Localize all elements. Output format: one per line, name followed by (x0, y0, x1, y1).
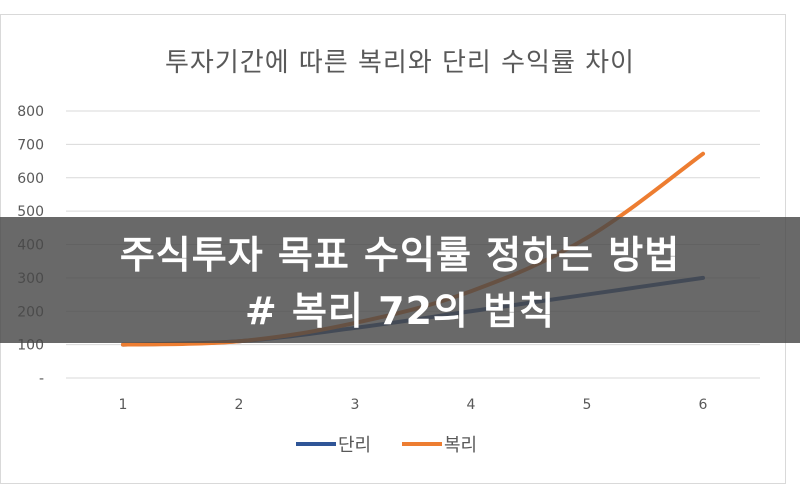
y-tick-label: 500 (17, 204, 44, 220)
legend-label-compound: 복리 (444, 435, 478, 456)
banner-headline: 주식투자 목표 수익률 정하는 방법 (119, 233, 681, 277)
x-tick-label: 6 (699, 397, 708, 413)
legend-item-compound: 복리 (402, 431, 477, 457)
legend-item-simple: 단리 (296, 431, 371, 457)
legend-swatch-simple (296, 442, 336, 446)
y-tick-label: 800 (17, 104, 44, 120)
x-tick-label: 5 (583, 397, 592, 413)
x-tick-label: 3 (351, 397, 360, 413)
x-tick-label: 1 (119, 397, 128, 413)
title-banner (0, 217, 800, 343)
x-tick-label: 2 (235, 397, 244, 413)
y-tick-label: 600 (17, 171, 44, 187)
y-tick-label: 700 (17, 137, 44, 153)
x-tick-label: 4 (467, 397, 476, 413)
chart-legend: 단리 복리 (0, 431, 800, 459)
legend-swatch-compound (402, 442, 442, 446)
legend-label-simple: 단리 (338, 435, 372, 456)
chart-title: 투자기간에 따른 복리와 단리 수익률 차이 (165, 48, 635, 78)
y-tick-label: - (39, 371, 44, 387)
banner-subheadline: # 복리 72의 법칙 (244, 289, 556, 333)
x-tick-labels: 1 2 3 4 5 6 (119, 397, 708, 413)
